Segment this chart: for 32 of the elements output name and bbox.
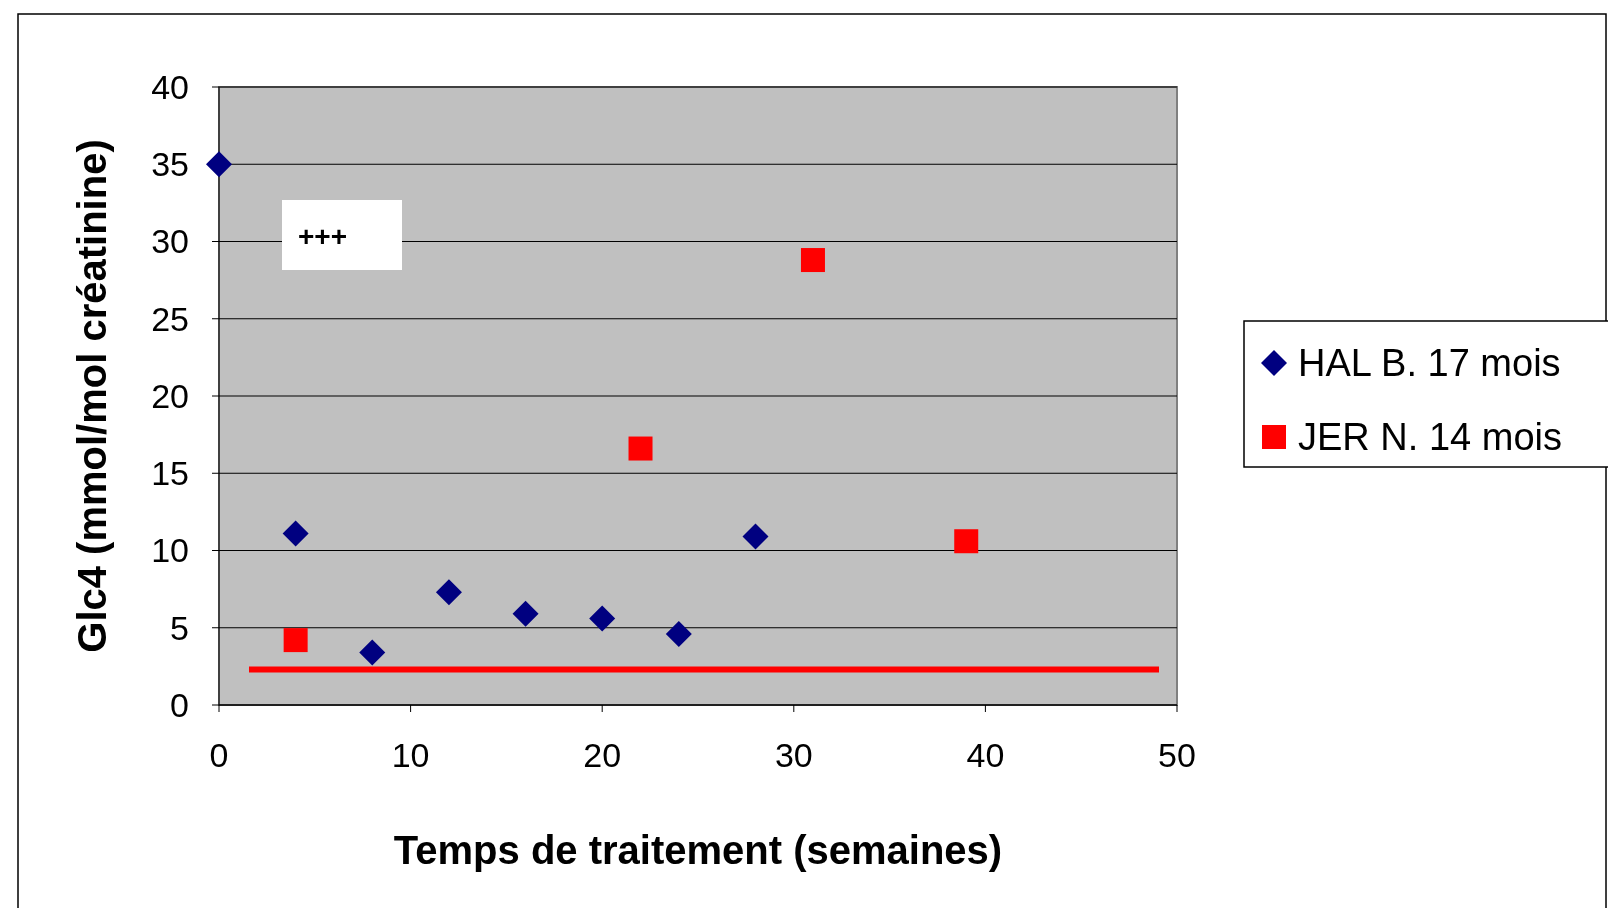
y-tick-label: 0	[170, 685, 189, 724]
y-tick-label: 30	[151, 222, 189, 261]
legend-label: JER N. 14 mois	[1298, 416, 1562, 459]
point	[800, 248, 825, 273]
x-tick-label: 30	[774, 736, 813, 774]
point	[628, 436, 653, 461]
x-tick-label: 40	[966, 736, 1005, 774]
point	[589, 605, 616, 632]
y-tick-label: 20	[151, 376, 189, 415]
x-tick-label: 50	[1158, 736, 1196, 774]
y-tick-label: 10	[151, 531, 189, 570]
point	[742, 523, 769, 550]
legend-label: HAL B. 17 mois	[1298, 342, 1561, 385]
point	[665, 620, 692, 647]
annotation: +++	[298, 221, 348, 252]
x-tick-label: 20	[583, 736, 622, 774]
y-tick-label: 35	[151, 145, 189, 184]
x-tick-label: 0	[209, 736, 229, 774]
y-axis-title: Glc4 (mmol/mol créatinine)	[70, 139, 114, 653]
point	[282, 520, 309, 547]
y-tick-label: 25	[151, 299, 189, 338]
x-axis-title: Temps de traitement (semaines)	[393, 828, 1003, 872]
y-tick-label: 40	[151, 67, 189, 106]
x-tick-label: 10	[391, 736, 430, 774]
point	[283, 628, 308, 653]
point	[954, 529, 979, 554]
point	[359, 639, 386, 666]
point	[512, 600, 539, 627]
point	[206, 151, 232, 178]
y-tick-label: 15	[151, 454, 189, 493]
y-tick-label: 5	[170, 608, 189, 647]
point	[435, 579, 462, 606]
